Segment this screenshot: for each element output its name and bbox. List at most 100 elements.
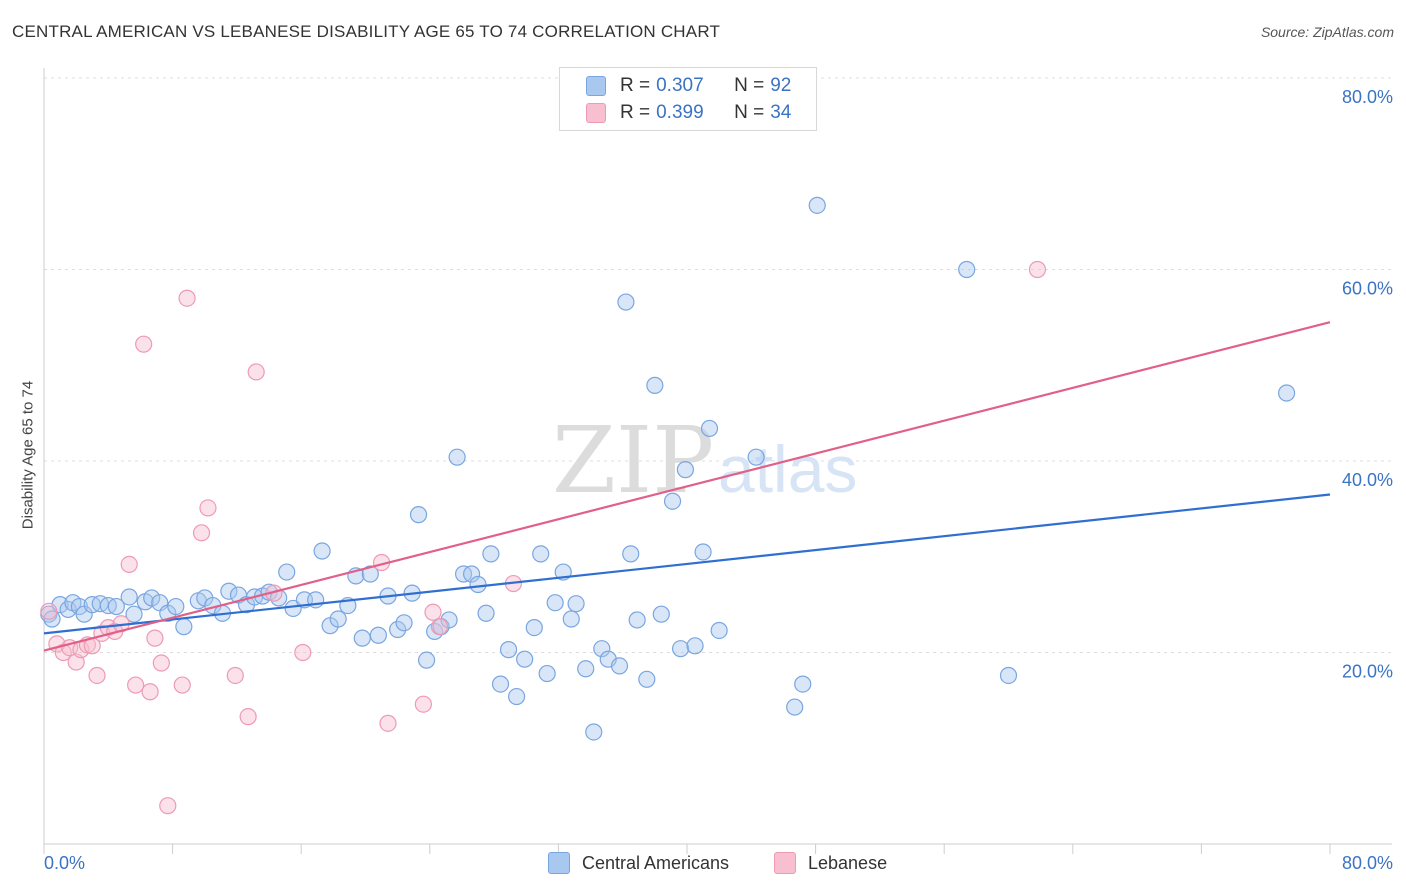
x-ticks <box>43 844 1331 854</box>
point-central-americans <box>482 545 500 563</box>
point-central-americans <box>585 723 603 741</box>
point-central-americans <box>278 563 296 581</box>
point-central-americans <box>462 565 481 583</box>
legend-item-lebanese[interactable]: Lebanese <box>774 852 887 874</box>
point-central-americans <box>671 640 690 658</box>
point-central-americans <box>395 614 413 632</box>
point-central-americans <box>676 461 694 479</box>
point-central-americans <box>638 670 656 688</box>
point-central-americans <box>747 448 765 466</box>
legend-item-central-americans[interactable]: Central Americans <box>548 852 729 874</box>
y-tick-label: 20.0% <box>1342 662 1393 682</box>
point-central-americans <box>389 620 407 639</box>
series-lebanese <box>40 260 1047 815</box>
legend-swatch-pink <box>586 103 606 123</box>
point-central-americans <box>499 641 518 659</box>
point-central-americans <box>538 664 556 683</box>
point-central-americans <box>663 492 682 510</box>
trend-line-lebanese <box>43 321 1331 652</box>
legend-r-value: 0.399 <box>656 102 704 123</box>
point-lebanese <box>294 643 312 662</box>
axes <box>43 68 1392 845</box>
watermark-atlas: atlas <box>718 432 857 506</box>
point-lebanese <box>40 602 58 620</box>
point-central-americans <box>143 589 161 607</box>
point-lebanese <box>135 335 153 353</box>
point-central-americans <box>694 543 712 561</box>
point-central-americans <box>448 448 466 466</box>
point-lebanese <box>430 618 449 636</box>
point-lebanese <box>192 524 211 542</box>
legend-r-label: R = <box>620 102 651 123</box>
series-central-americans <box>40 196 1296 741</box>
source-credit: Source: ZipAtlas.com <box>1260 24 1394 40</box>
point-central-americans <box>710 621 728 640</box>
point-central-americans <box>622 545 640 563</box>
point-lebanese <box>152 654 170 672</box>
point-central-americans <box>577 660 595 678</box>
legend-n-value: 34 <box>770 102 792 123</box>
point-central-americans <box>610 657 629 675</box>
point-lebanese <box>1028 260 1047 279</box>
point-central-americans <box>617 293 635 311</box>
x-tick-label-min: 0.0% <box>44 853 85 873</box>
y-tick-label: 60.0% <box>1342 279 1393 299</box>
point-central-americans <box>808 196 826 214</box>
y-tick-label: 40.0% <box>1342 470 1393 490</box>
point-central-americans <box>125 605 143 623</box>
point-central-americans <box>353 629 371 647</box>
x-tick-label-max: 80.0% <box>1342 853 1393 873</box>
point-central-americans <box>628 611 646 629</box>
point-central-americans <box>958 260 976 279</box>
point-central-americans <box>369 626 387 644</box>
point-central-americans <box>1277 384 1296 402</box>
point-lebanese <box>178 289 196 307</box>
point-lebanese <box>120 555 138 574</box>
point-central-americans <box>593 640 611 658</box>
point-central-americans <box>686 637 704 655</box>
watermark: ZIP atlas <box>552 407 857 514</box>
point-central-americans <box>794 675 812 693</box>
point-central-americans <box>313 542 331 560</box>
stats-legend-row-central-americans: R = 0.307 N = 92 <box>586 73 791 99</box>
point-lebanese <box>247 363 265 381</box>
stats-legend: R = 0.307 N = 92 R = 0.399 N = 34 <box>559 67 817 131</box>
point-central-americans <box>440 611 458 629</box>
point-lebanese <box>379 714 397 732</box>
point-central-americans <box>120 588 138 606</box>
point-central-americans <box>652 605 670 623</box>
legend-label-lebanese: Lebanese <box>808 852 888 873</box>
trend-lines <box>43 321 1331 652</box>
point-lebanese <box>88 666 106 685</box>
point-central-americans <box>417 651 436 669</box>
legend-swatch-blue <box>548 852 570 874</box>
point-central-americans <box>508 687 526 706</box>
legend-r-value: 0.307 <box>656 75 704 96</box>
watermark-zip: ZIP <box>552 407 714 514</box>
point-lebanese <box>239 708 257 726</box>
point-central-americans <box>786 698 804 716</box>
point-central-americans <box>532 545 550 563</box>
point-central-americans <box>167 597 185 616</box>
point-central-americans <box>491 675 510 693</box>
trend-line-central-americans <box>43 493 1331 635</box>
y-tick-labels: 20.0% 40.0% 60.0% 80.0% <box>1342 87 1393 682</box>
point-central-americans <box>516 650 534 668</box>
point-lebanese <box>226 666 244 685</box>
point-central-americans <box>700 419 719 438</box>
point-central-americans <box>361 565 379 583</box>
point-central-americans <box>175 618 193 636</box>
point-lebanese <box>199 499 217 517</box>
point-central-americans <box>546 594 564 612</box>
point-lebanese <box>159 797 177 815</box>
legend-n-label: N = <box>734 102 765 123</box>
point-central-americans <box>409 506 428 524</box>
point-central-americans <box>646 376 664 394</box>
gridlines <box>44 77 1392 653</box>
point-lebanese <box>414 695 432 713</box>
point-central-americans <box>220 582 238 600</box>
point-lebanese <box>173 676 191 694</box>
legend-label-central-americans: Central Americans <box>582 852 730 873</box>
point-central-americans <box>562 610 580 628</box>
